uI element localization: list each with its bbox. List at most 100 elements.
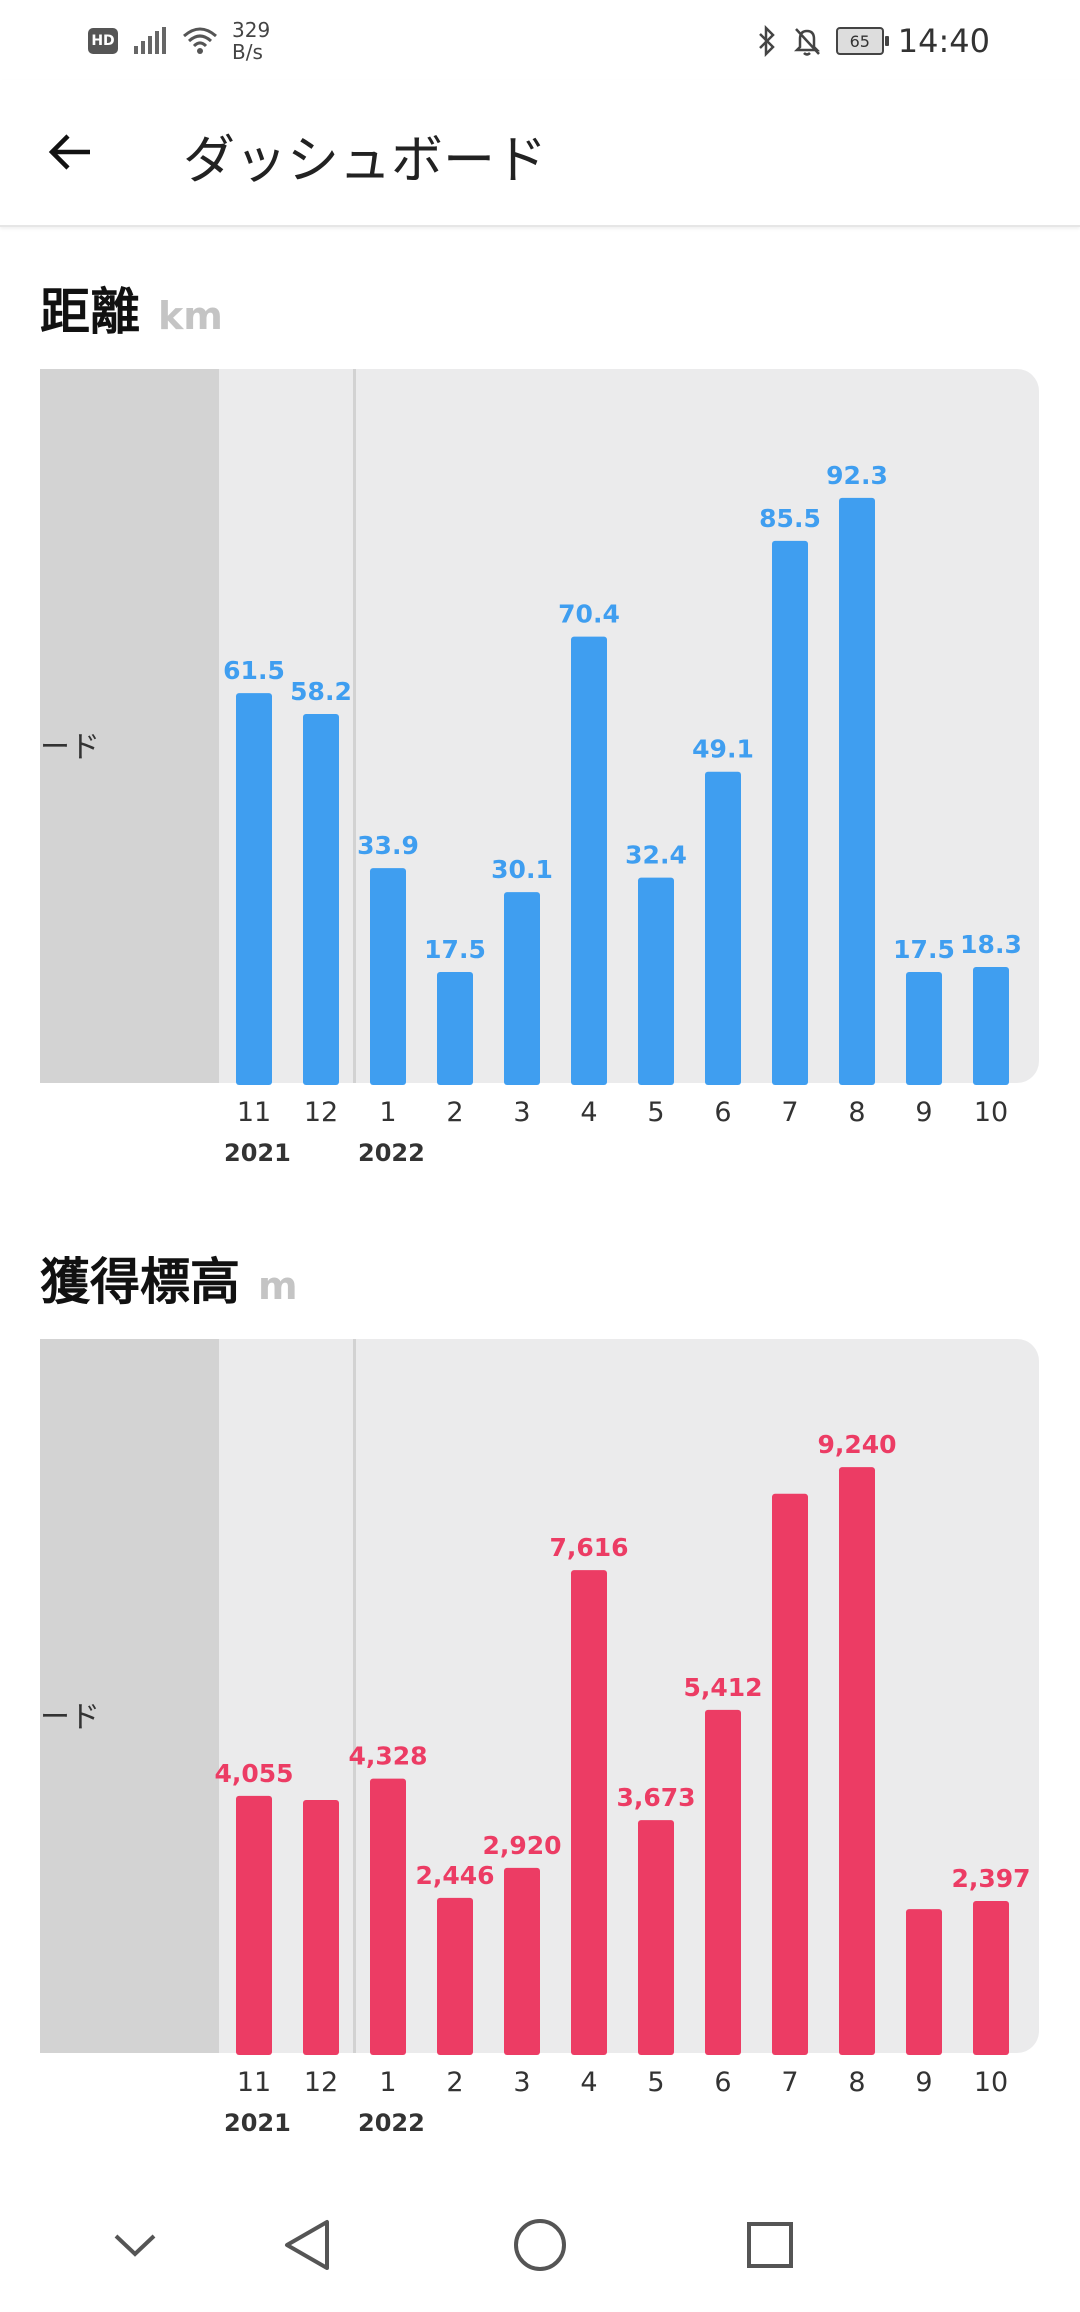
x-tick-label: 1: [379, 2067, 396, 2098]
distance-section-title: 距離 km: [40, 272, 223, 344]
wifi-icon: [183, 27, 217, 54]
x-tick-label: 6: [714, 1097, 731, 1128]
bar-6: [705, 1709, 741, 2055]
value-label: 32.4: [625, 841, 687, 870]
x-tick-label: 1: [379, 1097, 396, 1128]
x-tick-label: 11: [237, 1097, 271, 1128]
bar-7: [772, 540, 808, 1085]
app-bar: ダッシュボード: [0, 80, 1080, 227]
x-tick-label: 7: [781, 1097, 798, 1128]
system-nav-bar: [0, 2180, 1080, 2312]
year-label: 2022: [358, 2109, 425, 2137]
x-tick-label: 4: [580, 2067, 597, 2098]
value-label: 5,412: [683, 1673, 762, 1702]
x-tick-label: 4: [580, 1097, 597, 1128]
bar-4: [571, 1570, 607, 2055]
nav-collapse-button[interactable]: [100, 2210, 170, 2280]
battery-level: 65: [849, 31, 870, 51]
x-tick-label: 9: [915, 2067, 932, 2098]
value-label: 4,055: [214, 1759, 293, 1788]
bar-3: [504, 1867, 540, 2055]
year-divider: [353, 369, 356, 1083]
clock: 14:40: [897, 22, 990, 60]
value-label: 17.5: [424, 935, 486, 964]
bar-12: [303, 1800, 339, 2055]
value-label: 2,397: [951, 1864, 1030, 1893]
bell-off-icon: [793, 28, 820, 56]
nav-back-button[interactable]: [272, 2210, 342, 2280]
bar-5: [638, 877, 674, 1085]
bar-8: [839, 497, 875, 1085]
elevation-title-text: 獲得標高: [40, 1253, 240, 1311]
value-label: 3,673: [616, 1783, 695, 1812]
x-tick-label: 11: [237, 2067, 271, 2098]
bar-11: [236, 693, 272, 1085]
value-label: 61.5: [223, 656, 285, 685]
value-label: 9,240: [817, 1430, 896, 1459]
bar-10: [973, 1901, 1009, 2055]
bar-9: [906, 972, 942, 1085]
panel-shade: [40, 1339, 219, 2053]
battery-icon: 65: [835, 27, 889, 55]
bar-4: [571, 636, 607, 1085]
arrow-left-icon: [48, 134, 90, 170]
value-label: 2,446: [415, 1861, 494, 1890]
value-label: 33.9: [357, 831, 419, 860]
x-tick-label: 12: [304, 2067, 338, 2098]
net-speed: 329 B/s: [232, 19, 270, 63]
back-button[interactable]: [40, 122, 100, 182]
nav-home-button[interactable]: [505, 2210, 575, 2280]
recents-square-icon: [747, 2222, 793, 2268]
distance-side-label: ード: [40, 730, 100, 765]
x-tick-label: 10: [974, 1097, 1008, 1128]
bar-8: [839, 1467, 875, 2055]
home-circle-icon: [514, 2219, 566, 2271]
value-label: 18.3: [960, 930, 1022, 959]
bar-2: [437, 972, 473, 1085]
x-tick-label: 12: [304, 1097, 338, 1128]
x-tick-label: 10: [974, 2067, 1008, 2098]
value-label: 70.4: [558, 600, 620, 629]
nav-recents-button[interactable]: [735, 2210, 805, 2280]
distance-unit: km: [158, 294, 223, 338]
bar-11: [236, 1795, 272, 2055]
x-tick-label: 2: [446, 1097, 463, 1128]
year-label: 2022: [358, 1139, 425, 1167]
page-title: ダッシュボード: [183, 131, 548, 191]
year-label: 2021: [224, 1139, 291, 1167]
x-tick-label: 2: [446, 2067, 463, 2098]
bar-12: [303, 714, 339, 1085]
x-tick-label: 3: [513, 2067, 530, 2098]
distance-chart: 61.5 11 58.2 12 33.9 1 17.5 2 30.1 3 70.4 4 32.4 5 49.…: [223, 461, 1022, 1167]
elevation-unit: m: [258, 1264, 298, 1308]
elevation-chart: 4,055 11 12 4,328 1 2,446 2 2,920 3 7,616 4 3,673 5 5…: [214, 1430, 1030, 2137]
x-tick-label: 3: [513, 1097, 530, 1128]
x-tick-label: 5: [647, 2067, 664, 2098]
year-divider: [353, 1339, 356, 2053]
x-tick-label: 9: [915, 1097, 932, 1128]
panel-shade: [40, 369, 219, 1083]
elevation-section-title: 獲得標高 m: [40, 1242, 298, 1314]
value-label: 7,616: [549, 1533, 628, 1562]
x-tick-label: 8: [848, 2067, 865, 2098]
bluetooth-icon: [758, 25, 775, 57]
bar-3: [504, 892, 540, 1085]
x-tick-label: 8: [848, 1097, 865, 1128]
net-speed-unit: B/s: [232, 40, 263, 64]
value-label: 58.2: [290, 677, 352, 706]
x-tick-label: 5: [647, 1097, 664, 1128]
back-triangle-icon: [285, 2220, 329, 2270]
elevation-side-label: ード: [40, 1700, 100, 1735]
x-tick-label: 7: [781, 2067, 798, 2098]
value-label: 2,920: [482, 1831, 561, 1860]
bar-5: [638, 1820, 674, 2055]
value-label: 30.1: [491, 855, 553, 884]
value-label: 49.1: [692, 735, 754, 764]
bar-9: [906, 1909, 942, 2055]
value-label: 85.5: [759, 504, 821, 533]
value-label: 92.3: [826, 461, 888, 490]
value-label: 4,328: [348, 1742, 427, 1771]
x-tick-label: 6: [714, 2067, 731, 2098]
bar-7: [772, 1493, 808, 2055]
hd-badge: HD: [88, 28, 118, 54]
